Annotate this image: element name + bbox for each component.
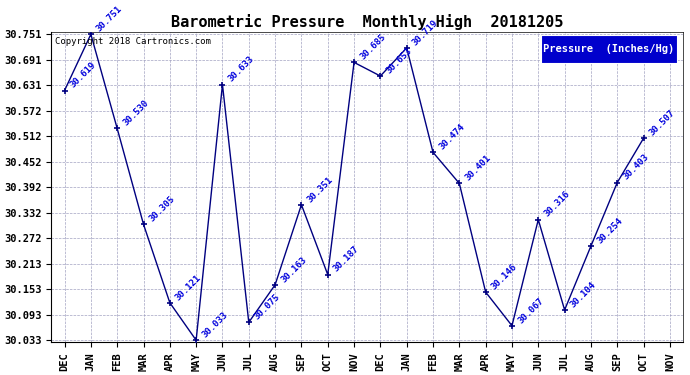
Text: 30.474: 30.474 xyxy=(437,122,466,152)
Text: 30.163: 30.163 xyxy=(279,255,308,284)
Text: 30.685: 30.685 xyxy=(358,33,387,62)
Text: 30.121: 30.121 xyxy=(174,273,203,302)
Text: 30.633: 30.633 xyxy=(226,55,256,84)
Text: 30.187: 30.187 xyxy=(332,244,361,274)
Text: 30.067: 30.067 xyxy=(516,296,545,325)
Text: 30.403: 30.403 xyxy=(622,153,651,182)
Text: 30.104: 30.104 xyxy=(569,280,598,309)
Text: 30.530: 30.530 xyxy=(121,99,150,128)
Text: 30.751: 30.751 xyxy=(95,4,124,33)
Text: 30.146: 30.146 xyxy=(490,262,519,291)
Text: 30.075: 30.075 xyxy=(253,292,282,321)
Text: 30.719: 30.719 xyxy=(411,18,440,47)
Text: 30.254: 30.254 xyxy=(595,216,624,245)
Title: Barometric Pressure  Monthly High  20181205: Barometric Pressure Monthly High 2018120… xyxy=(171,13,564,30)
Text: 30.305: 30.305 xyxy=(148,194,177,224)
Text: 30.033: 30.033 xyxy=(200,310,230,339)
Text: 30.507: 30.507 xyxy=(648,108,677,138)
Text: 30.619: 30.619 xyxy=(69,61,98,90)
Text: 30.401: 30.401 xyxy=(464,153,493,183)
Text: 30.351: 30.351 xyxy=(306,175,335,204)
Text: 30.653: 30.653 xyxy=(384,46,414,75)
Text: Copyright 2018 Cartronics.com: Copyright 2018 Cartronics.com xyxy=(55,37,210,46)
Text: 30.316: 30.316 xyxy=(542,190,571,219)
